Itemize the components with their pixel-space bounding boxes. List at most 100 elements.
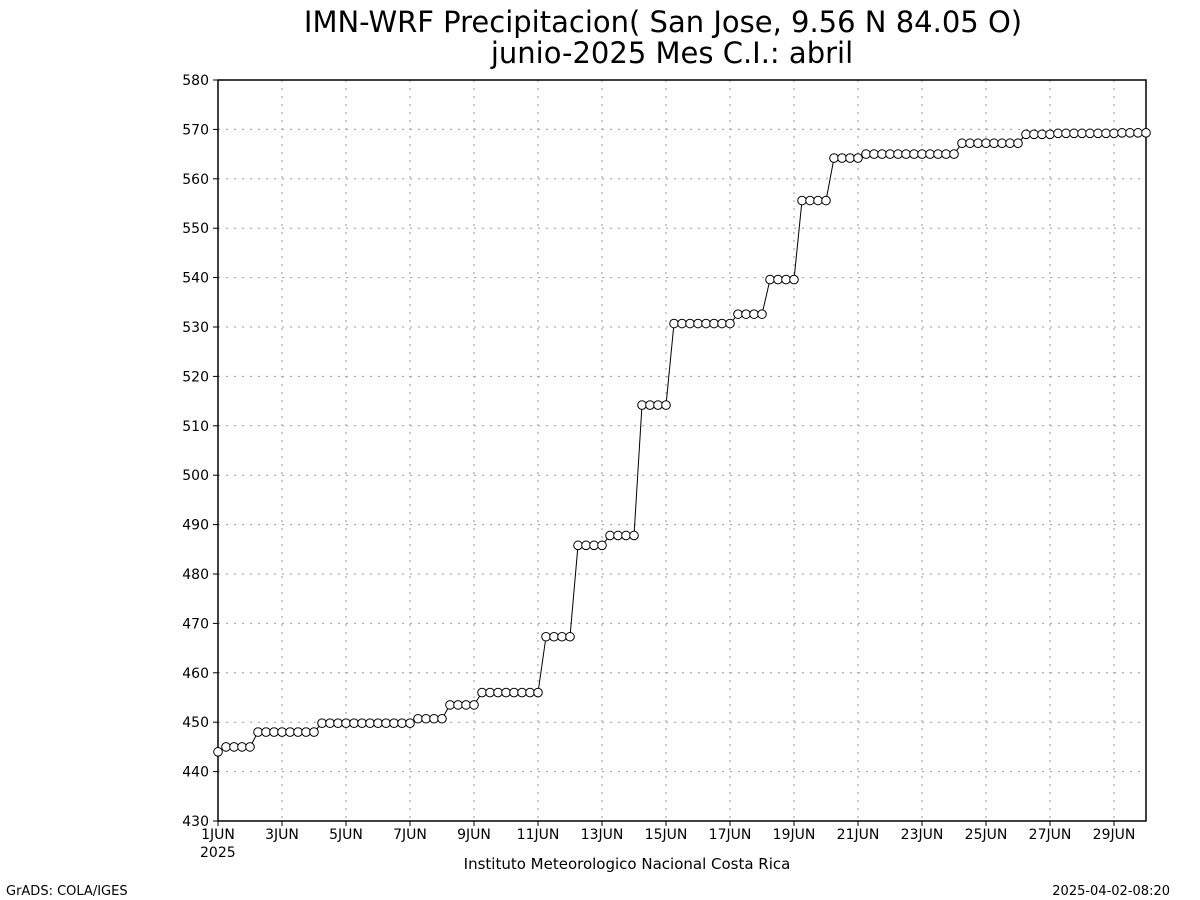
data-point — [1013, 138, 1023, 149]
data-point — [397, 718, 407, 728]
data-point — [325, 718, 335, 728]
y-tick-label: 570 — [182, 122, 209, 138]
data-point — [789, 274, 799, 285]
data-point — [1069, 128, 1079, 139]
data-point — [1141, 128, 1151, 138]
x-year-label: 2025 — [200, 845, 236, 861]
x-tick-label: 5JUN — [329, 827, 363, 843]
data-point — [477, 687, 487, 698]
y-tick-label: 580 — [182, 73, 209, 89]
x-tick-label: 15JUN — [645, 827, 688, 843]
data-point — [1037, 129, 1047, 140]
data-point — [229, 742, 239, 752]
data-point — [357, 718, 367, 728]
data-point — [349, 718, 359, 728]
data-point — [501, 687, 511, 698]
data-point — [245, 742, 255, 752]
data-point — [821, 195, 831, 206]
data-point — [957, 138, 967, 149]
data-point — [557, 631, 567, 642]
data-point — [549, 631, 559, 642]
data-point — [677, 318, 687, 329]
data-point — [765, 274, 775, 285]
data-point — [661, 400, 671, 410]
data-point — [565, 631, 575, 642]
data-point — [437, 713, 447, 724]
data-point — [373, 718, 383, 728]
series-line — [217, 132, 1146, 753]
data-point — [797, 195, 807, 206]
y-tick-label: 450 — [182, 715, 209, 731]
x-tick-label: 21JUN — [837, 827, 880, 843]
data-point — [413, 713, 423, 724]
data-point — [453, 700, 463, 710]
y-tick-label: 470 — [182, 616, 209, 632]
data-point — [445, 700, 455, 710]
data-point — [869, 149, 879, 159]
data-point — [261, 727, 271, 737]
data-point — [749, 309, 759, 319]
data-point — [733, 309, 743, 319]
timestamp-label: 2025-04-02-08:20 — [1052, 884, 1170, 899]
data-point — [389, 718, 399, 728]
grid-lines — [218, 80, 1146, 821]
x-tick-label: 7JUN — [393, 827, 427, 843]
data-point — [1093, 128, 1103, 139]
data-point — [805, 195, 815, 206]
data-point — [605, 530, 615, 541]
data-point — [541, 631, 551, 642]
data-point — [965, 138, 975, 149]
y-tick-label: 540 — [182, 271, 209, 287]
x-tick-label: 25JUN — [965, 827, 1008, 843]
data-point — [269, 727, 279, 737]
data-point — [1125, 128, 1135, 138]
data-point — [1109, 128, 1119, 139]
data-point — [517, 687, 527, 698]
y-tick-label: 520 — [182, 369, 209, 385]
data-point — [613, 530, 623, 541]
data-point — [381, 718, 391, 728]
data-point — [709, 318, 719, 329]
data-point — [845, 153, 855, 163]
data-point — [525, 687, 535, 698]
data-point — [669, 318, 679, 329]
x-tick-label: 1JUN — [201, 827, 235, 843]
x-tick-label: 17JUN — [709, 827, 752, 843]
data-point — [597, 540, 607, 551]
x-axis-ticks: 1JUN 3JUN 5JUN 7JUN 9JUN 11JUN 13JUN 15JUN 17JUN… — [201, 821, 1135, 843]
y-tick-label: 530 — [182, 320, 209, 336]
chart-title: IMN-WRF Precipitacion( San Jose, 9.56 N … — [304, 5, 1022, 39]
data-point — [285, 727, 295, 737]
x-tick-label: 3JUN — [265, 827, 299, 843]
x-tick-label: 13JUN — [581, 827, 624, 843]
data-point — [925, 149, 935, 159]
data-point — [333, 718, 343, 728]
data-point — [837, 153, 847, 163]
data-point — [317, 718, 327, 728]
data-point — [213, 747, 223, 757]
y-tick-label: 550 — [182, 221, 209, 237]
data-point — [725, 318, 735, 329]
data-point — [461, 700, 471, 710]
data-point — [485, 687, 495, 698]
data-point — [1005, 138, 1015, 149]
data-point — [1085, 128, 1095, 139]
x-tick-label: 29JUN — [1093, 827, 1136, 843]
data-point — [701, 318, 711, 329]
data-point — [685, 318, 695, 329]
data-point — [933, 149, 943, 159]
data-point — [1077, 128, 1087, 139]
data-point — [309, 727, 319, 737]
y-tick-label: 560 — [182, 172, 209, 188]
data-point — [909, 149, 919, 159]
grads-credit: GrADS: COLA/IGES — [6, 884, 128, 899]
data-point — [293, 727, 303, 737]
data-point — [829, 153, 839, 163]
y-tick-label: 460 — [182, 666, 209, 682]
series-markers — [213, 128, 1151, 757]
data-point — [1021, 129, 1031, 140]
data-point — [893, 149, 903, 159]
x-tick-label: 19JUN — [773, 827, 816, 843]
data-point — [253, 727, 263, 737]
data-point — [221, 742, 231, 752]
